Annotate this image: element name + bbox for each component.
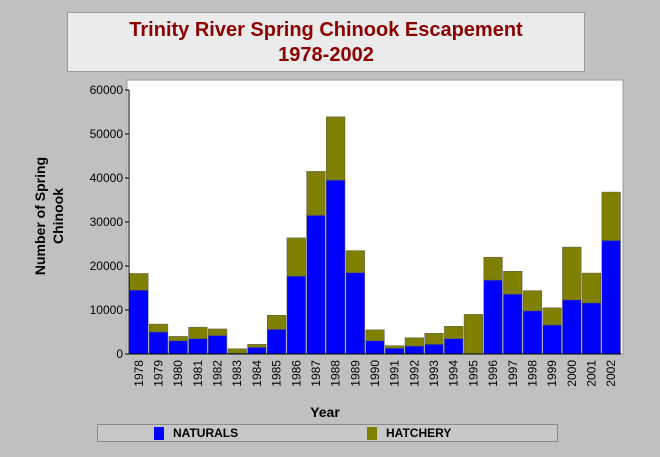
bar-naturals-1979	[148, 331, 169, 355]
bar-hatchery-1983	[227, 348, 247, 354]
bar-naturals-1984	[247, 347, 267, 355]
bar-hatchery-1986	[286, 237, 306, 277]
legend: NATURALS HATCHERY	[97, 424, 558, 442]
legend-swatch-naturals	[154, 426, 164, 440]
bar-hatchery-1995	[463, 314, 483, 355]
legend-label-naturals: NATURALS	[173, 426, 239, 440]
bar-naturals-1997	[503, 293, 523, 355]
bar-hatchery-1990	[365, 329, 385, 342]
y-tick-label: 30000	[90, 215, 124, 229]
bar-naturals-2001	[581, 302, 602, 355]
bar-hatchery-1981	[188, 326, 208, 339]
y-axis-label: Number of Spring Chinook	[32, 156, 66, 276]
bar-hatchery-1992	[404, 337, 424, 347]
x-tick-label: 1979	[152, 360, 166, 387]
x-tick-label: 1983	[230, 360, 244, 387]
y-tick-label: 40000	[90, 171, 124, 185]
x-tick-label: 1989	[348, 360, 362, 387]
x-tick-label: 1985	[270, 360, 284, 387]
x-tick-label: 1981	[191, 360, 205, 387]
x-tick-label: 1993	[427, 360, 441, 387]
bar-naturals-1978	[129, 289, 149, 355]
legend-swatch-hatchery	[367, 426, 377, 440]
bar-naturals-1988	[326, 179, 346, 355]
bar-naturals-1986	[286, 275, 306, 355]
x-tick-label: 1994	[447, 360, 461, 387]
bar-hatchery-1996	[483, 256, 503, 281]
bar-hatchery-1980	[168, 336, 188, 342]
bar-hatchery-2002	[601, 191, 621, 241]
x-tick-label: 1987	[309, 360, 323, 387]
x-tick-label: 1992	[407, 360, 421, 387]
x-tick-label: 1988	[329, 360, 343, 387]
y-tick-label: 60000	[90, 83, 124, 97]
legend-item-hatchery: HATCHERY	[367, 426, 451, 440]
x-axis-label: Year	[310, 404, 340, 420]
x-tick-label: 1986	[289, 360, 303, 387]
y-tick-label: 20000	[90, 259, 124, 273]
y-tick-label: 10000	[90, 303, 124, 317]
bar-naturals-1998	[522, 310, 543, 355]
x-tick-label: 1978	[132, 360, 146, 387]
bar-naturals-1985	[267, 329, 287, 355]
bar-hatchery-1982	[207, 328, 228, 336]
bar-hatchery-1997	[503, 271, 523, 295]
y-tick-label: 0	[116, 347, 123, 361]
legend-item-naturals: NATURALS	[154, 426, 238, 440]
bar-hatchery-1984	[247, 344, 267, 348]
bar-naturals-1992	[404, 345, 424, 355]
bar-naturals-1994	[444, 338, 464, 355]
bar-naturals-1991	[385, 348, 405, 355]
bar-hatchery-1993	[424, 333, 444, 345]
x-tick-label: 1984	[250, 360, 264, 387]
bar-naturals-1990	[365, 340, 385, 355]
bar-naturals-1981	[188, 338, 208, 355]
y-tick-label: 50000	[90, 127, 124, 141]
axes-group: 0 10000 20000 30000 40000 50000 60000 1978 1979 1…	[90, 83, 621, 387]
bar-hatchery-1979	[148, 323, 169, 333]
bar-hatchery-1999	[542, 307, 562, 326]
bars-group	[129, 116, 621, 355]
x-tick-label: 1998	[525, 360, 539, 387]
bar-naturals-1993	[424, 344, 444, 355]
x-tick-label: 2000	[565, 360, 579, 387]
bar-naturals-1980	[168, 340, 188, 355]
x-tick-label: 1990	[368, 360, 382, 387]
x-tick-label: 2002	[604, 360, 618, 387]
bar-hatchery-1978	[129, 273, 149, 291]
legend-label-hatchery: HATCHERY	[386, 426, 452, 440]
bar-hatchery-1989	[345, 250, 365, 273]
bar-naturals-2002	[601, 240, 621, 355]
bar-naturals-1996	[483, 279, 503, 355]
bar-hatchery-1987	[306, 171, 326, 216]
bar-hatchery-2001	[581, 272, 602, 304]
bar-hatchery-1994	[444, 326, 464, 339]
x-tick-label: 1997	[506, 360, 520, 387]
bar-hatchery-1988	[326, 116, 346, 181]
bar-hatchery-1991	[385, 345, 405, 349]
x-tick-label: 1995	[466, 360, 480, 387]
bar-hatchery-1998	[522, 290, 543, 312]
bar-naturals-1982	[207, 335, 228, 355]
bar-hatchery-2000	[562, 246, 582, 301]
bar-naturals-2000	[562, 299, 582, 355]
chart-subtitle: 1978-2002	[278, 44, 374, 66]
chart-title: Trinity River Spring Chinook Escapement	[129, 19, 523, 41]
bar-naturals-1999	[542, 324, 562, 355]
bar-hatchery-1985	[267, 315, 287, 330]
bar-naturals-1987	[306, 215, 326, 355]
x-tick-label: 1991	[388, 360, 402, 387]
x-tick-label: 2001	[584, 360, 598, 387]
x-tick-label: 1999	[545, 360, 559, 387]
chart-title-box: Trinity River Spring Chinook Escapement …	[67, 12, 585, 72]
x-tick-label: 1996	[486, 360, 500, 387]
x-tick-label: 1982	[211, 360, 225, 387]
bar-naturals-1989	[345, 272, 365, 355]
x-tick-label: 1980	[171, 360, 185, 387]
